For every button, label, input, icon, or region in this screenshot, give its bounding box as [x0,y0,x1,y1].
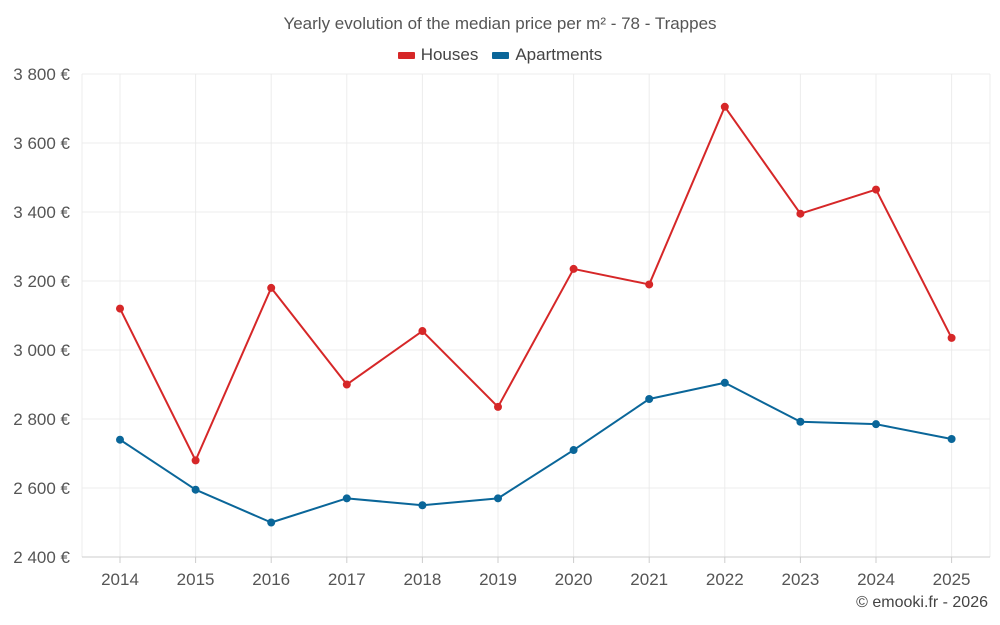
data-point-apartments [267,518,276,527]
x-tick-label: 2022 [706,570,744,589]
legend-label-houses: Houses [420,45,479,64]
data-point-apartments [342,494,351,503]
data-point-apartments [569,446,578,455]
x-tick-label: 2020 [555,570,593,589]
data-point-apartments [191,485,200,494]
data-point-apartments [796,417,805,426]
y-tick-label: 2 400 € [13,548,70,567]
legend-swatch-houses [397,51,415,59]
x-tick-label: 2014 [101,570,139,589]
data-point-houses [418,327,427,336]
y-tick-label: 2 800 € [13,410,70,429]
data-point-houses [796,209,805,218]
grid-layer [81,73,991,558]
x-tick-label: 2015 [177,570,215,589]
y-tick-label: 3 400 € [13,203,70,222]
data-point-houses [645,280,654,289]
data-point-houses [569,264,578,273]
y-tick-label: 3 800 € [13,65,70,84]
data-point-houses [494,402,502,411]
data-point-apartments [720,378,729,387]
y-tick-label: 3 600 € [13,134,70,153]
data-point-apartments [418,501,427,510]
x-tick-label: 2025 [933,570,971,589]
series-line-apartments [119,381,952,524]
x-tick-label: 2024 [857,570,895,589]
legend-item-apartments[interactable]: Apartments [492,45,602,65]
x-tick-label: 2017 [328,570,366,589]
data-point-houses [720,102,729,111]
data-point-apartments [947,435,956,444]
legend: Houses Apartments [0,45,1000,65]
data-point-houses [116,304,124,313]
data-point-houses [872,185,880,194]
axis-layer: 2 400 € 2 600 € 2 800 € 3 000 € 3 200 € 3 400… [13,65,990,589]
legend-item-houses[interactable]: Houses [397,45,479,65]
data-point-apartments [872,420,880,429]
x-tick-label: 2021 [630,570,668,589]
y-tick-label: 3 200 € [13,272,70,291]
series-line-houses [119,105,953,462]
data-point-apartments [494,494,502,503]
data-point-houses [342,380,351,389]
y-tick-label: 2 600 € [13,479,70,498]
legend-swatch-apartments [492,51,510,59]
x-tick-label: 2019 [479,570,517,589]
data-point-houses [191,456,200,465]
y-tick-label: 3 000 € [13,341,70,360]
series-layer [116,102,956,527]
x-tick-label: 2016 [252,570,290,589]
data-point-apartments [645,394,654,403]
x-tick-label: 2023 [781,570,819,589]
legend-label-apartments: Apartments [515,45,603,64]
credit-text: © emooki.fr - 2026 [856,594,988,611]
data-point-apartments [116,435,124,444]
data-point-houses [267,283,276,292]
chart-title: Yearly evolution of the median price per… [283,14,717,33]
x-tick-label: 2018 [403,570,441,589]
data-point-houses [947,333,956,342]
